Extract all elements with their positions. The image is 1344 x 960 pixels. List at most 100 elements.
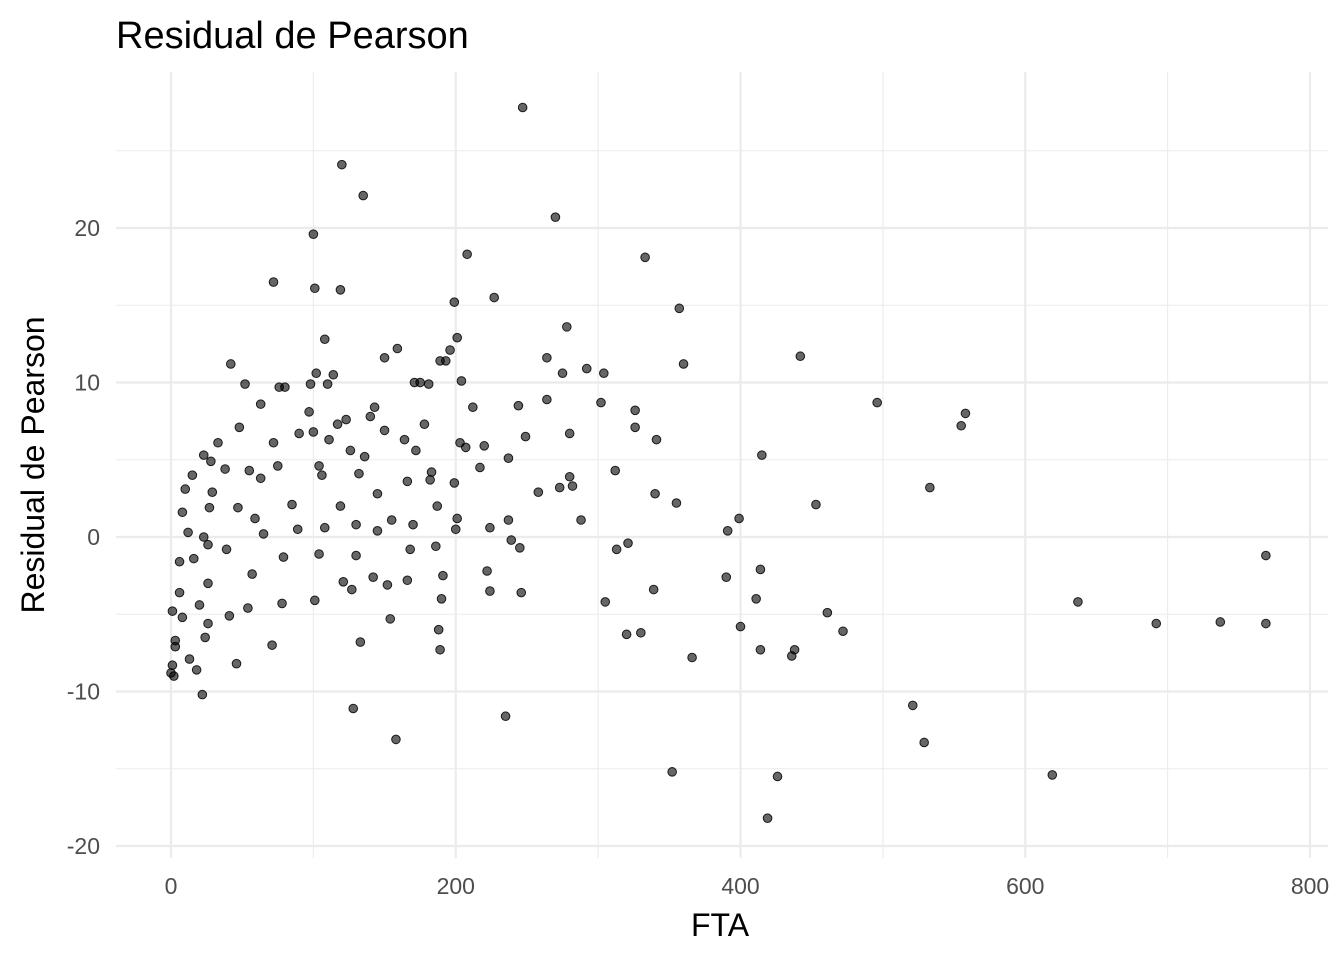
x-tick-label: 600: [1006, 873, 1044, 899]
data-point: [485, 522, 495, 533]
x-tick-label: 800: [1291, 873, 1329, 899]
data-point: [319, 334, 330, 345]
data-point: [243, 603, 253, 613]
data-point: [462, 249, 472, 260]
data-point: [449, 297, 460, 307]
data-point: [755, 564, 766, 575]
data-point: [355, 637, 366, 647]
data-point: [244, 465, 255, 476]
data-point: [309, 595, 320, 606]
data-point: [596, 397, 606, 408]
data-point: [354, 468, 364, 479]
data-point: [648, 584, 659, 595]
data-point: [735, 621, 746, 632]
data-point: [324, 434, 334, 445]
data-point: [411, 445, 421, 456]
data-point: [1073, 597, 1083, 607]
data-point: [177, 612, 188, 623]
data-point: [513, 400, 524, 411]
x-tick-label: 0: [165, 873, 178, 899]
data-point: [1215, 617, 1226, 627]
data-point: [479, 441, 490, 451]
x-tick-label: 400: [721, 873, 759, 899]
data-point: [332, 419, 343, 430]
data-point: [564, 471, 575, 482]
data-point: [450, 524, 461, 535]
data-point: [557, 368, 568, 379]
data-point: [811, 499, 821, 510]
data-point: [231, 658, 242, 669]
data-point: [515, 543, 525, 553]
data-point: [503, 515, 514, 525]
data-point: [651, 434, 662, 445]
data-point: [392, 343, 403, 354]
data-point: [191, 665, 202, 675]
data-point: [177, 507, 188, 518]
data-point: [576, 515, 586, 525]
data-point: [348, 703, 359, 714]
data-point: [772, 771, 783, 782]
data-point: [432, 501, 443, 511]
data-point: [278, 552, 289, 562]
data-point: [267, 640, 277, 650]
data-point: [671, 498, 682, 508]
data-point: [1047, 770, 1058, 780]
data-point: [328, 369, 339, 380]
data-point: [520, 431, 531, 442]
data-point: [319, 522, 330, 533]
data-point: [233, 502, 243, 513]
data-point: [204, 502, 215, 513]
data-point: [174, 556, 185, 567]
data-point: [382, 580, 393, 590]
data-point: [183, 527, 193, 538]
data-point: [599, 368, 609, 379]
data-point: [203, 539, 213, 550]
data-point: [419, 419, 430, 430]
data-point: [169, 671, 179, 681]
data-point: [197, 689, 208, 700]
data-point: [415, 377, 425, 388]
data-point: [369, 402, 380, 413]
data-point: [872, 397, 882, 408]
data-point: [1151, 618, 1162, 629]
data-point: [305, 379, 316, 389]
data-point: [309, 283, 320, 294]
data-point: [347, 584, 357, 595]
data-point: [440, 356, 451, 366]
y-axis-label: Residual de Pearson: [15, 316, 51, 613]
data-point: [198, 532, 209, 542]
data-point: [379, 425, 390, 436]
data-point: [542, 394, 552, 405]
data-point: [482, 566, 492, 576]
data-point: [956, 420, 966, 431]
data-point: [423, 379, 434, 389]
data-point: [184, 654, 195, 664]
data-point: [386, 515, 397, 525]
data-point: [550, 212, 561, 222]
data-point: [188, 553, 199, 564]
data-point: [636, 627, 646, 638]
data-point: [322, 379, 333, 389]
data-point: [280, 382, 290, 392]
data-point: [795, 351, 806, 362]
data-point: [485, 586, 495, 596]
data-point: [554, 482, 565, 493]
data-point: [255, 399, 266, 409]
data-point: [751, 594, 761, 604]
data-point: [456, 376, 467, 386]
data-point: [533, 487, 544, 497]
data-point: [213, 437, 223, 448]
x-tick-label: 200: [437, 873, 475, 899]
data-point: [292, 524, 303, 535]
data-point: [408, 519, 418, 530]
data-point: [640, 252, 650, 263]
data-point: [372, 488, 383, 499]
data-point: [722, 526, 733, 536]
data-point: [358, 190, 369, 201]
data-point: [650, 488, 660, 499]
data-point: [564, 428, 575, 439]
data-point: [907, 700, 918, 711]
y-tick-label: 0: [87, 524, 100, 550]
data-point: [337, 159, 347, 170]
